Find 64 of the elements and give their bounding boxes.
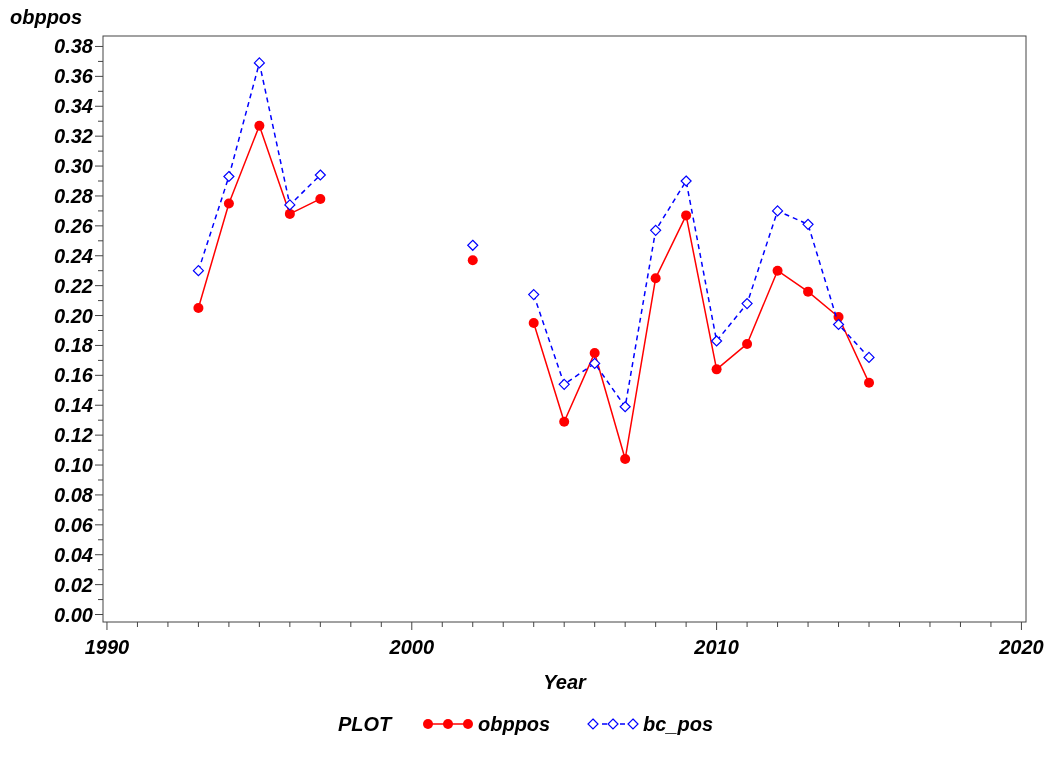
point — [803, 286, 814, 297]
point — [711, 364, 722, 375]
point — [863, 351, 875, 363]
point — [253, 57, 265, 69]
y-tick-label: 0.28 — [54, 184, 94, 207]
y-tick-label: 0.10 — [54, 454, 93, 477]
y-tick-label: 0.32 — [54, 125, 93, 148]
point — [314, 169, 326, 181]
y-tick-label: 0.16 — [54, 364, 94, 387]
point — [650, 224, 662, 236]
x-axis-title: Year — [543, 671, 588, 693]
point — [619, 401, 631, 413]
point — [193, 303, 204, 314]
point — [772, 265, 783, 276]
y-tick-label: 0.38 — [54, 35, 94, 58]
y-tick-label: 0.12 — [54, 424, 93, 447]
x-tick-label: 1990 — [84, 636, 130, 658]
y-tick-label: 0.02 — [54, 573, 93, 596]
y-tick-label: 0.04 — [54, 543, 93, 566]
point — [711, 335, 723, 347]
point — [223, 198, 234, 209]
y-tick-label: 0.36 — [54, 65, 94, 88]
y-tick-label: 0.08 — [54, 483, 94, 506]
point — [192, 265, 205, 277]
x-tick-label: 2020 — [998, 636, 1044, 658]
point — [742, 338, 753, 349]
legend-title: PLOT — [338, 713, 394, 735]
y-tick-label: 0.20 — [54, 304, 93, 327]
x-tick-label: 2000 — [388, 636, 435, 658]
y-tick-label: 0.06 — [54, 513, 94, 536]
point — [528, 289, 540, 301]
point — [589, 347, 600, 358]
point — [771, 205, 784, 217]
point — [467, 239, 479, 251]
y-tick-label: 0.26 — [54, 214, 94, 237]
point — [802, 218, 814, 230]
point — [620, 454, 631, 465]
y-axis-title: obppos — [10, 6, 83, 28]
point — [467, 255, 478, 266]
y-tick-label: 0.14 — [54, 394, 93, 417]
point — [559, 416, 570, 427]
point — [284, 199, 296, 211]
y-tick-label: 0.00 — [54, 603, 93, 626]
point — [832, 318, 845, 331]
legend-label: bc_pos — [643, 713, 714, 735]
point — [864, 377, 875, 388]
y-tick-label: 0.30 — [54, 155, 93, 178]
y-tick-label: 0.24 — [54, 244, 93, 267]
point — [681, 210, 692, 221]
legend-label: obppos — [478, 713, 551, 735]
point — [284, 208, 295, 219]
point — [254, 120, 265, 131]
y-tick-label: 0.18 — [54, 334, 94, 357]
point — [528, 318, 539, 329]
point — [223, 170, 235, 183]
y-tick-label: 0.22 — [54, 274, 93, 297]
point — [558, 378, 570, 390]
point — [315, 193, 326, 204]
x-tick-label: 2010 — [693, 636, 739, 658]
y-tick-label: 0.34 — [54, 95, 93, 118]
point — [650, 273, 661, 284]
point — [741, 297, 753, 310]
point — [680, 175, 692, 187]
point — [589, 357, 601, 369]
